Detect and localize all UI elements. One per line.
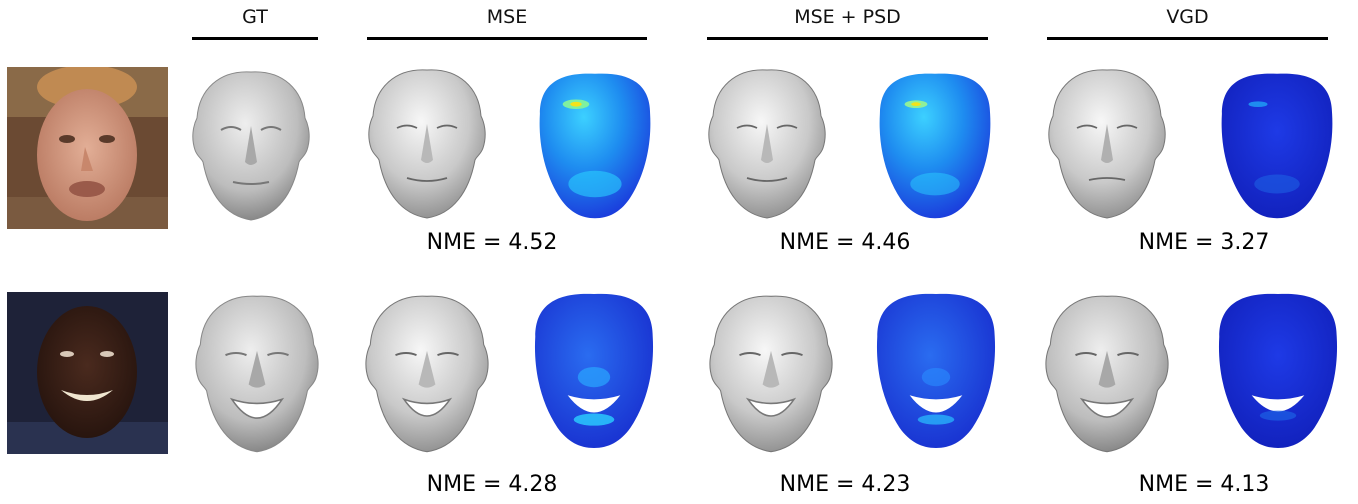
- nme-mse-row2: NME = 4.28: [426, 472, 558, 497]
- nme-mse-psd-row1: NME = 4.46: [779, 230, 911, 255]
- errmap-mse-row1: [539, 73, 651, 219]
- errmap-mse-psd-row1: [879, 73, 991, 219]
- face-mse-psd-row1: [708, 69, 826, 219]
- column-label-mse: MSE: [486, 6, 528, 28]
- input-photo-row1: [7, 67, 168, 229]
- input-photo-row2: [7, 292, 168, 454]
- header-rule-mse: [367, 37, 647, 40]
- face-mse-row1: [368, 69, 486, 219]
- header-rule-mse-psd: [707, 37, 988, 40]
- column-header-mse: MSE: [367, 4, 647, 44]
- face-gt-row1: [192, 71, 310, 221]
- errmap-mse-row2: [534, 293, 654, 448]
- nme-mse-psd-row2: NME = 4.23: [779, 472, 911, 497]
- column-header-mse-psd: MSE + PSD: [707, 4, 988, 44]
- face-mse-psd-row2: [709, 295, 833, 453]
- column-header-gt: GT: [192, 4, 318, 44]
- nme-vgd-row1: NME = 3.27: [1138, 230, 1270, 255]
- face-gt-row2: [195, 295, 319, 453]
- face-vgd-row2: [1045, 295, 1169, 453]
- errmap-vgd-row2: [1218, 293, 1338, 448]
- column-label-gt: GT: [242, 6, 268, 28]
- nme-mse-row1: NME = 4.52: [426, 230, 558, 255]
- column-label-vgd: VGD: [1166, 6, 1209, 28]
- header-rule-gt: [192, 37, 318, 40]
- header-rule-vgd: [1047, 37, 1328, 40]
- errmap-vgd-row1: [1221, 73, 1333, 219]
- column-header-vgd: VGD: [1047, 4, 1328, 44]
- face-vgd-row1: [1048, 69, 1166, 219]
- nme-vgd-row2: NME = 4.13: [1138, 472, 1270, 497]
- column-label-mse-psd: MSE + PSD: [794, 6, 901, 28]
- face-mse-row2: [365, 295, 489, 453]
- errmap-mse-psd-row2: [876, 293, 996, 448]
